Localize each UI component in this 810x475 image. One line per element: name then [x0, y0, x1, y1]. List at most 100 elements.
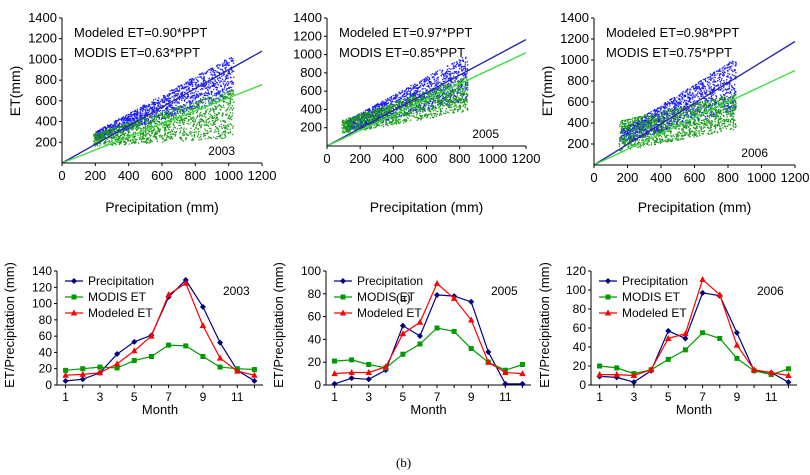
scatter-point [229, 73, 231, 75]
scatter-point [448, 106, 450, 109]
scatter-point [127, 130, 129, 132]
scatter-point [196, 115, 199, 118]
scatter-point [378, 105, 380, 108]
scatter-panel-2003: 0 200 400 600 800 1000 12002004006008001000120… [7, 10, 276, 215]
scatter-point [103, 143, 105, 145]
scatter-point [433, 97, 435, 99]
scatter-point [431, 92, 434, 94]
scatter-point [414, 94, 417, 97]
scatter-point [457, 90, 459, 92]
scatter-point [136, 128, 138, 131]
scatter-point [159, 130, 161, 132]
scatter-point [206, 92, 209, 95]
scatter-point [398, 105, 400, 107]
scatter-point [461, 85, 463, 88]
scatter-point [121, 123, 123, 125]
scatter-point [403, 119, 405, 121]
scatter-point [412, 84, 414, 87]
scatter-point [232, 62, 235, 64]
scatter-point [218, 91, 221, 93]
scatter-point [173, 96, 175, 99]
scatter-point [169, 99, 171, 102]
scatter-point [410, 115, 412, 117]
scatter-point [118, 137, 121, 140]
scatter-point [229, 118, 231, 120]
scatter-point [192, 119, 194, 121]
scatter-point [139, 124, 141, 126]
scatter-point [155, 116, 158, 118]
scatter-point [100, 143, 102, 145]
scatter-point [354, 123, 357, 125]
scatter-point [412, 96, 414, 98]
scatter-point [381, 105, 384, 107]
scatter-point [155, 98, 157, 100]
scatter-point [166, 135, 168, 137]
scatter-point [214, 119, 217, 121]
scatter-point [451, 93, 454, 96]
scatter-point [462, 75, 465, 77]
scatter-point [375, 117, 378, 119]
scatter-point [151, 129, 153, 132]
scatter-point [412, 93, 414, 95]
scatter-point [131, 122, 133, 124]
scatter-point [214, 129, 217, 131]
scatter-point [180, 109, 182, 111]
scatter-point [207, 91, 210, 94]
scatter-point [93, 140, 95, 143]
scatter-point [165, 107, 167, 110]
scatter-point [150, 121, 153, 123]
scatter-point [166, 94, 169, 96]
scatter-point [443, 92, 445, 94]
scatter-point [196, 110, 199, 112]
scatter-point [419, 112, 421, 115]
scatter-point [203, 86, 205, 88]
scatter-point [426, 92, 428, 95]
scatter-point [97, 137, 100, 140]
scatter-point [111, 139, 113, 141]
scatter-point [131, 114, 134, 116]
scatter-point [231, 90, 233, 92]
scatter-point [198, 100, 200, 102]
scatter-point [161, 107, 163, 110]
scatter-point [96, 145, 99, 147]
scatter-point [136, 113, 138, 115]
scatter-point [217, 128, 219, 131]
scatter-point [188, 81, 190, 83]
scatter-point [161, 135, 163, 137]
scatter-point [231, 60, 233, 63]
scatter-point [369, 110, 372, 112]
scatter-point [445, 104, 447, 106]
scatter-point [175, 109, 177, 111]
scatter-point [203, 121, 205, 123]
scatter-point [169, 97, 171, 99]
scatter-point [185, 139, 187, 141]
scatter-point [180, 112, 182, 114]
scatter-point [190, 83, 192, 85]
scatter-point [232, 91, 235, 93]
scatter-point [434, 74, 436, 76]
scatter-point [232, 70, 235, 72]
scatter-point [113, 127, 116, 129]
scatter-point [175, 113, 177, 115]
scatter-point [199, 88, 202, 91]
scatter-point [449, 109, 451, 111]
scatter-point [192, 116, 194, 118]
scatter-point [149, 116, 151, 119]
scatter-point [345, 130, 347, 132]
scatter-point [418, 104, 420, 106]
scatter-point [436, 102, 439, 104]
scatter-point [189, 83, 191, 85]
scatter-point [390, 121, 392, 123]
scatter-point [230, 107, 232, 109]
scatter-point [172, 115, 175, 117]
scatter-point [211, 77, 214, 79]
scatter-point [97, 135, 99, 137]
scatter-point [203, 104, 206, 106]
scatter-point [193, 123, 196, 125]
scatter-point [179, 117, 181, 119]
scatter-point [446, 76, 448, 79]
scatter-point [178, 86, 180, 88]
scatter-point [351, 126, 353, 128]
scatter-point [435, 73, 437, 75]
scatter-point [465, 95, 467, 98]
